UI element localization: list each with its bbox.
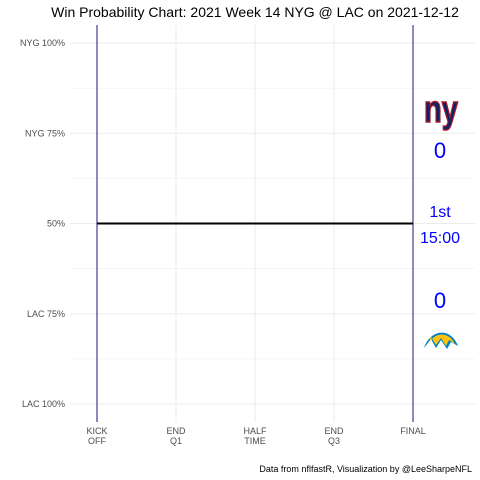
ny-logo-text: ny <box>424 89 458 131</box>
y-tick-label-2: 50% <box>47 219 65 229</box>
x-tick-label-3: END <box>324 426 344 436</box>
chart-caption: Data from nflfastR, Visualization by @Le… <box>259 464 472 474</box>
x-tick-label-1: END <box>166 426 186 436</box>
y-tick-label-4: LAC 100% <box>22 399 65 409</box>
y-tick-label-1: NYG 75% <box>25 128 65 138</box>
y-tick-label-0: NYG 100% <box>20 38 65 48</box>
y-tick-label-3: LAC 75% <box>27 309 65 319</box>
home-score: 0 <box>434 288 446 313</box>
chargers-bolt-icon <box>424 332 458 349</box>
x-tick-label-1-line2: Q1 <box>170 436 182 446</box>
y-tick-labels: NYG 100% NYG 75% 50% LAC 75% LAC 100% <box>20 38 65 409</box>
game-clock: 15:00 <box>420 230 460 247</box>
x-tick-label-2-line2: TIME <box>244 436 266 446</box>
away-score: 0 <box>434 138 446 163</box>
x-tick-label-0-line2: OFF <box>88 436 106 446</box>
x-tick-label-2: HALF <box>243 426 267 436</box>
x-tick-label-3-line2: Q3 <box>328 436 340 446</box>
x-tick-label-4: FINAL <box>400 426 426 436</box>
ny-logo-icon: ny <box>423 88 459 132</box>
x-tick-label-0: KICK <box>86 426 107 436</box>
game-quarter: 1st <box>429 204 451 221</box>
chart-title: Win Probability Chart: 2021 Week 14 NYG … <box>51 4 459 20</box>
